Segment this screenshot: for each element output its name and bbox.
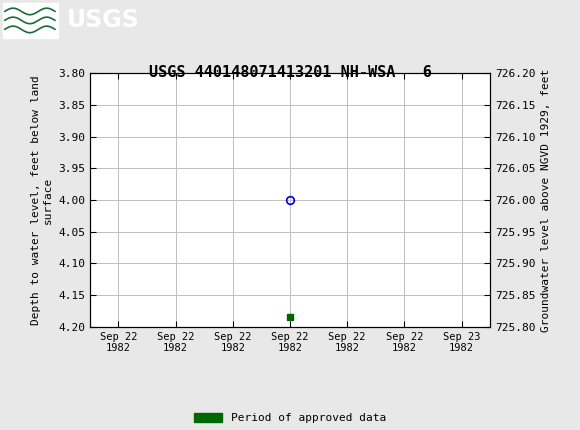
- Legend: Period of approved data: Period of approved data: [190, 408, 390, 428]
- Y-axis label: Groundwater level above NGVD 1929, feet: Groundwater level above NGVD 1929, feet: [541, 68, 551, 332]
- Bar: [3, 3, 58, 37]
- Text: USGS 440148071413201 NH-WSA   6: USGS 440148071413201 NH-WSA 6: [148, 65, 432, 80]
- Text: USGS: USGS: [67, 9, 139, 32]
- Y-axis label: Depth to water level, feet below land
surface: Depth to water level, feet below land su…: [31, 75, 52, 325]
